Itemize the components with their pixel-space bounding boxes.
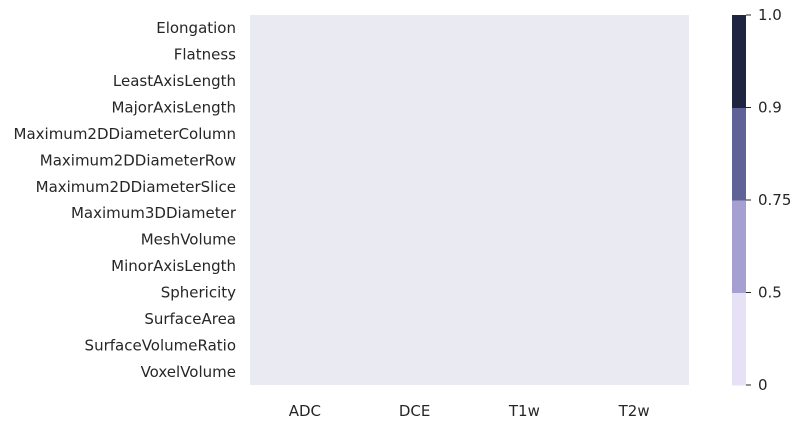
y-tick-label: Sphericity (161, 284, 236, 302)
colorbar-segment (732, 200, 746, 293)
y-tick-label: MajorAxisLength (111, 99, 236, 117)
colorbar-tick-label: 0.75 (758, 191, 791, 209)
y-tick-label: Elongation (156, 19, 236, 37)
colorbar-tick-label: 1.0 (758, 6, 782, 24)
y-tick-label: SurfaceArea (144, 310, 236, 328)
colorbar-segment (732, 107, 746, 201)
colorbar: 0 0.5 0.75 0.9 1.0 (732, 6, 791, 394)
colorbar-segment (732, 292, 746, 386)
colorbar-tick-label: 0.5 (758, 284, 782, 302)
y-tick-label: Maximum2DDiameterRow (40, 151, 236, 169)
colorbar-segment (732, 15, 746, 108)
heatmap-plot-area (250, 15, 689, 385)
x-tick-label: ADC (289, 402, 321, 420)
y-tick-label: VoxelVolume (141, 363, 236, 381)
x-tick-labels: ADC DCE T1w T2w (289, 402, 650, 420)
y-tick-label: LeastAxisLength (113, 72, 236, 90)
x-tick-label: T1w (508, 402, 540, 420)
colorbar-tick-label: 0 (758, 376, 768, 394)
y-tick-label: MeshVolume (141, 231, 236, 249)
x-tick-label: DCE (399, 402, 431, 420)
y-tick-label: MinorAxisLength (111, 257, 236, 275)
y-tick-label: Flatness (174, 46, 236, 64)
y-tick-labels: Elongation Flatness LeastAxisLength MajorAx… (14, 19, 237, 381)
y-tick-label: Maximum3DDiameter (71, 204, 237, 222)
y-tick-label: Maximum2DDiameterSlice (36, 178, 236, 196)
colorbar-tick-label: 0.9 (758, 99, 782, 117)
y-tick-label: SurfaceVolumeRatio (85, 336, 236, 354)
y-tick-label: Maximum2DDiameterColumn (14, 125, 236, 143)
x-tick-label: T2w (618, 402, 650, 420)
